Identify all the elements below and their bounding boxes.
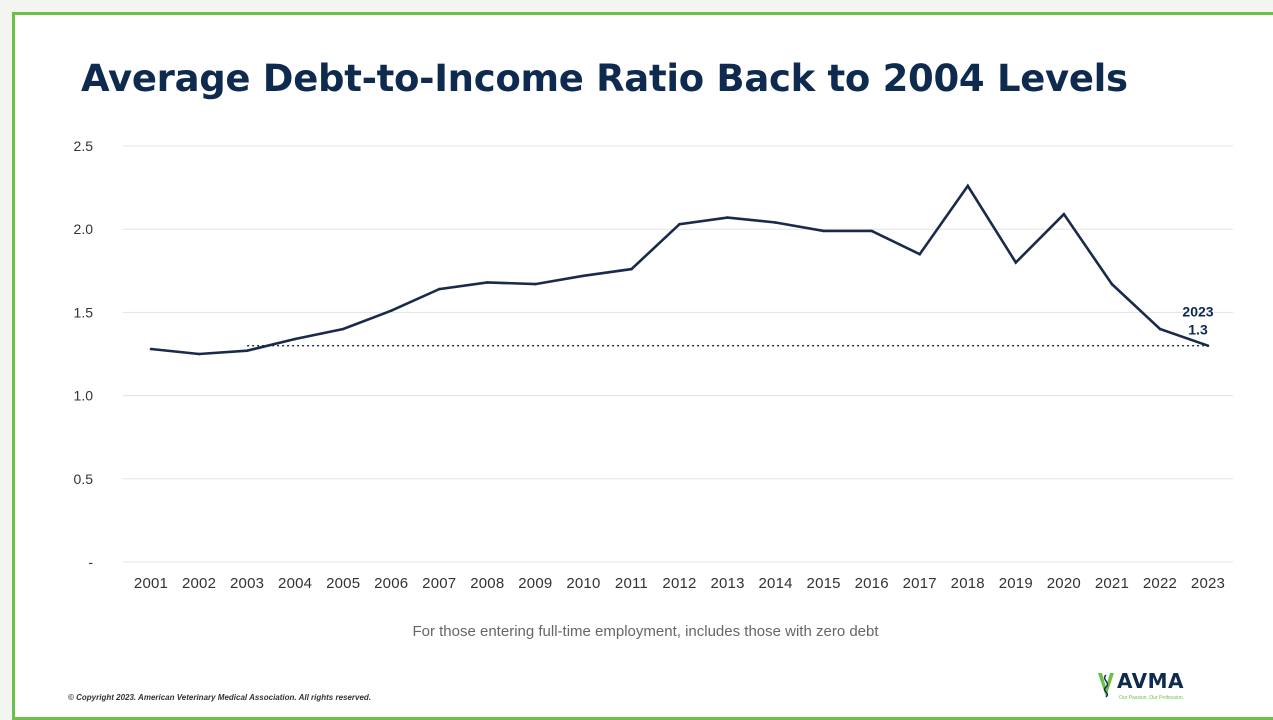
x-tick-label: 2004: [278, 575, 312, 592]
x-tick-label: 2012: [662, 575, 696, 592]
x-tick-label: 2021: [1095, 575, 1129, 592]
x-tick-label: 2018: [951, 575, 985, 592]
annotation-year: 2023: [1182, 304, 1213, 320]
x-tick-label: 2002: [182, 575, 216, 592]
logo-text: AVMA: [1117, 669, 1184, 693]
data-point: [726, 216, 729, 219]
data-point: [774, 221, 777, 224]
x-tick-label: 2008: [470, 575, 504, 592]
data-point: [293, 337, 297, 341]
y-axis-ticks: 2.5 2.0 1.5 1.0 0.5 -: [74, 138, 94, 570]
data-point: [534, 282, 537, 286]
x-tick-label: 2009: [518, 575, 552, 592]
x-tick-label: 2011: [615, 575, 648, 592]
x-tick-label: 2019: [999, 575, 1033, 592]
data-point: [1206, 344, 1210, 347]
y-tick-label: 1.5: [74, 304, 94, 320]
x-tick-label: 2014: [759, 575, 793, 592]
data-point: [630, 267, 633, 271]
data-point: [822, 229, 825, 233]
data-point: [486, 281, 489, 284]
x-tick-label: 2016: [855, 575, 889, 592]
gridlines: [123, 145, 1233, 563]
data-point: [1014, 261, 1018, 264]
x-tick-label: 2005: [326, 575, 360, 592]
x-tick-label: 2017: [903, 575, 937, 592]
avma-logo: AVMA Our Passion. Our Profession.: [1097, 669, 1207, 705]
x-tick-label: 2022: [1143, 575, 1177, 592]
x-tick-label: 2003: [230, 575, 264, 592]
x-tick-label: 2023: [1191, 575, 1225, 592]
data-point: [966, 184, 970, 188]
data-point: [870, 229, 873, 233]
data-point: [1110, 282, 1114, 286]
y-tick-label: 2.0: [74, 221, 94, 237]
annotation-value: 1.3: [1188, 322, 1208, 338]
caduceus-icon: [1098, 673, 1114, 698]
x-tick-label: 2015: [807, 575, 841, 592]
y-tick-label: -: [88, 554, 93, 570]
data-point: [197, 352, 201, 356]
y-tick-label: 0.5: [74, 471, 94, 487]
copyright-notice: © Copyright 2023. American Veterinary Me…: [68, 693, 372, 702]
logo-tagline: Our Passion. Our Profession.: [1119, 695, 1185, 701]
x-axis-ticks: 2001 2002 2003 2004 2005 2006 2007 2008 2009 2010…: [134, 575, 1225, 592]
data-point: [678, 222, 681, 226]
x-tick-label: 2020: [1047, 575, 1081, 592]
data-point: [149, 347, 153, 351]
chart-frame: Average Debt-to-Income Ratio Back to 200…: [12, 12, 1273, 720]
line-chart: 2.52.01.51.00.5- 2001 2002 2003 2004 2005 200…: [74, 138, 1233, 592]
data-point: [341, 327, 345, 331]
x-tick-label: 2001: [134, 575, 168, 592]
x-tick-label: 2013: [710, 575, 744, 592]
data-point: [918, 252, 922, 256]
data-point: [389, 309, 393, 313]
y-tick-label: 2.5: [74, 138, 94, 154]
data-point: [1158, 327, 1162, 331]
data-point: [245, 349, 249, 352]
data-point: [582, 274, 585, 278]
x-tick-label: 2007: [422, 575, 456, 592]
x-tick-label: 2006: [374, 575, 408, 592]
x-tick-label: 2010: [566, 575, 600, 592]
data-points: [149, 184, 1210, 356]
chart-footnote: For those entering full-time employment,…: [412, 623, 879, 640]
data-point: [437, 287, 441, 291]
y-tick-label: 1.0: [74, 388, 94, 404]
chart-title: Average Debt-to-Income Ratio Back to 200…: [81, 57, 1128, 100]
series-line: [150, 183, 1209, 356]
data-point: [1062, 212, 1066, 216]
